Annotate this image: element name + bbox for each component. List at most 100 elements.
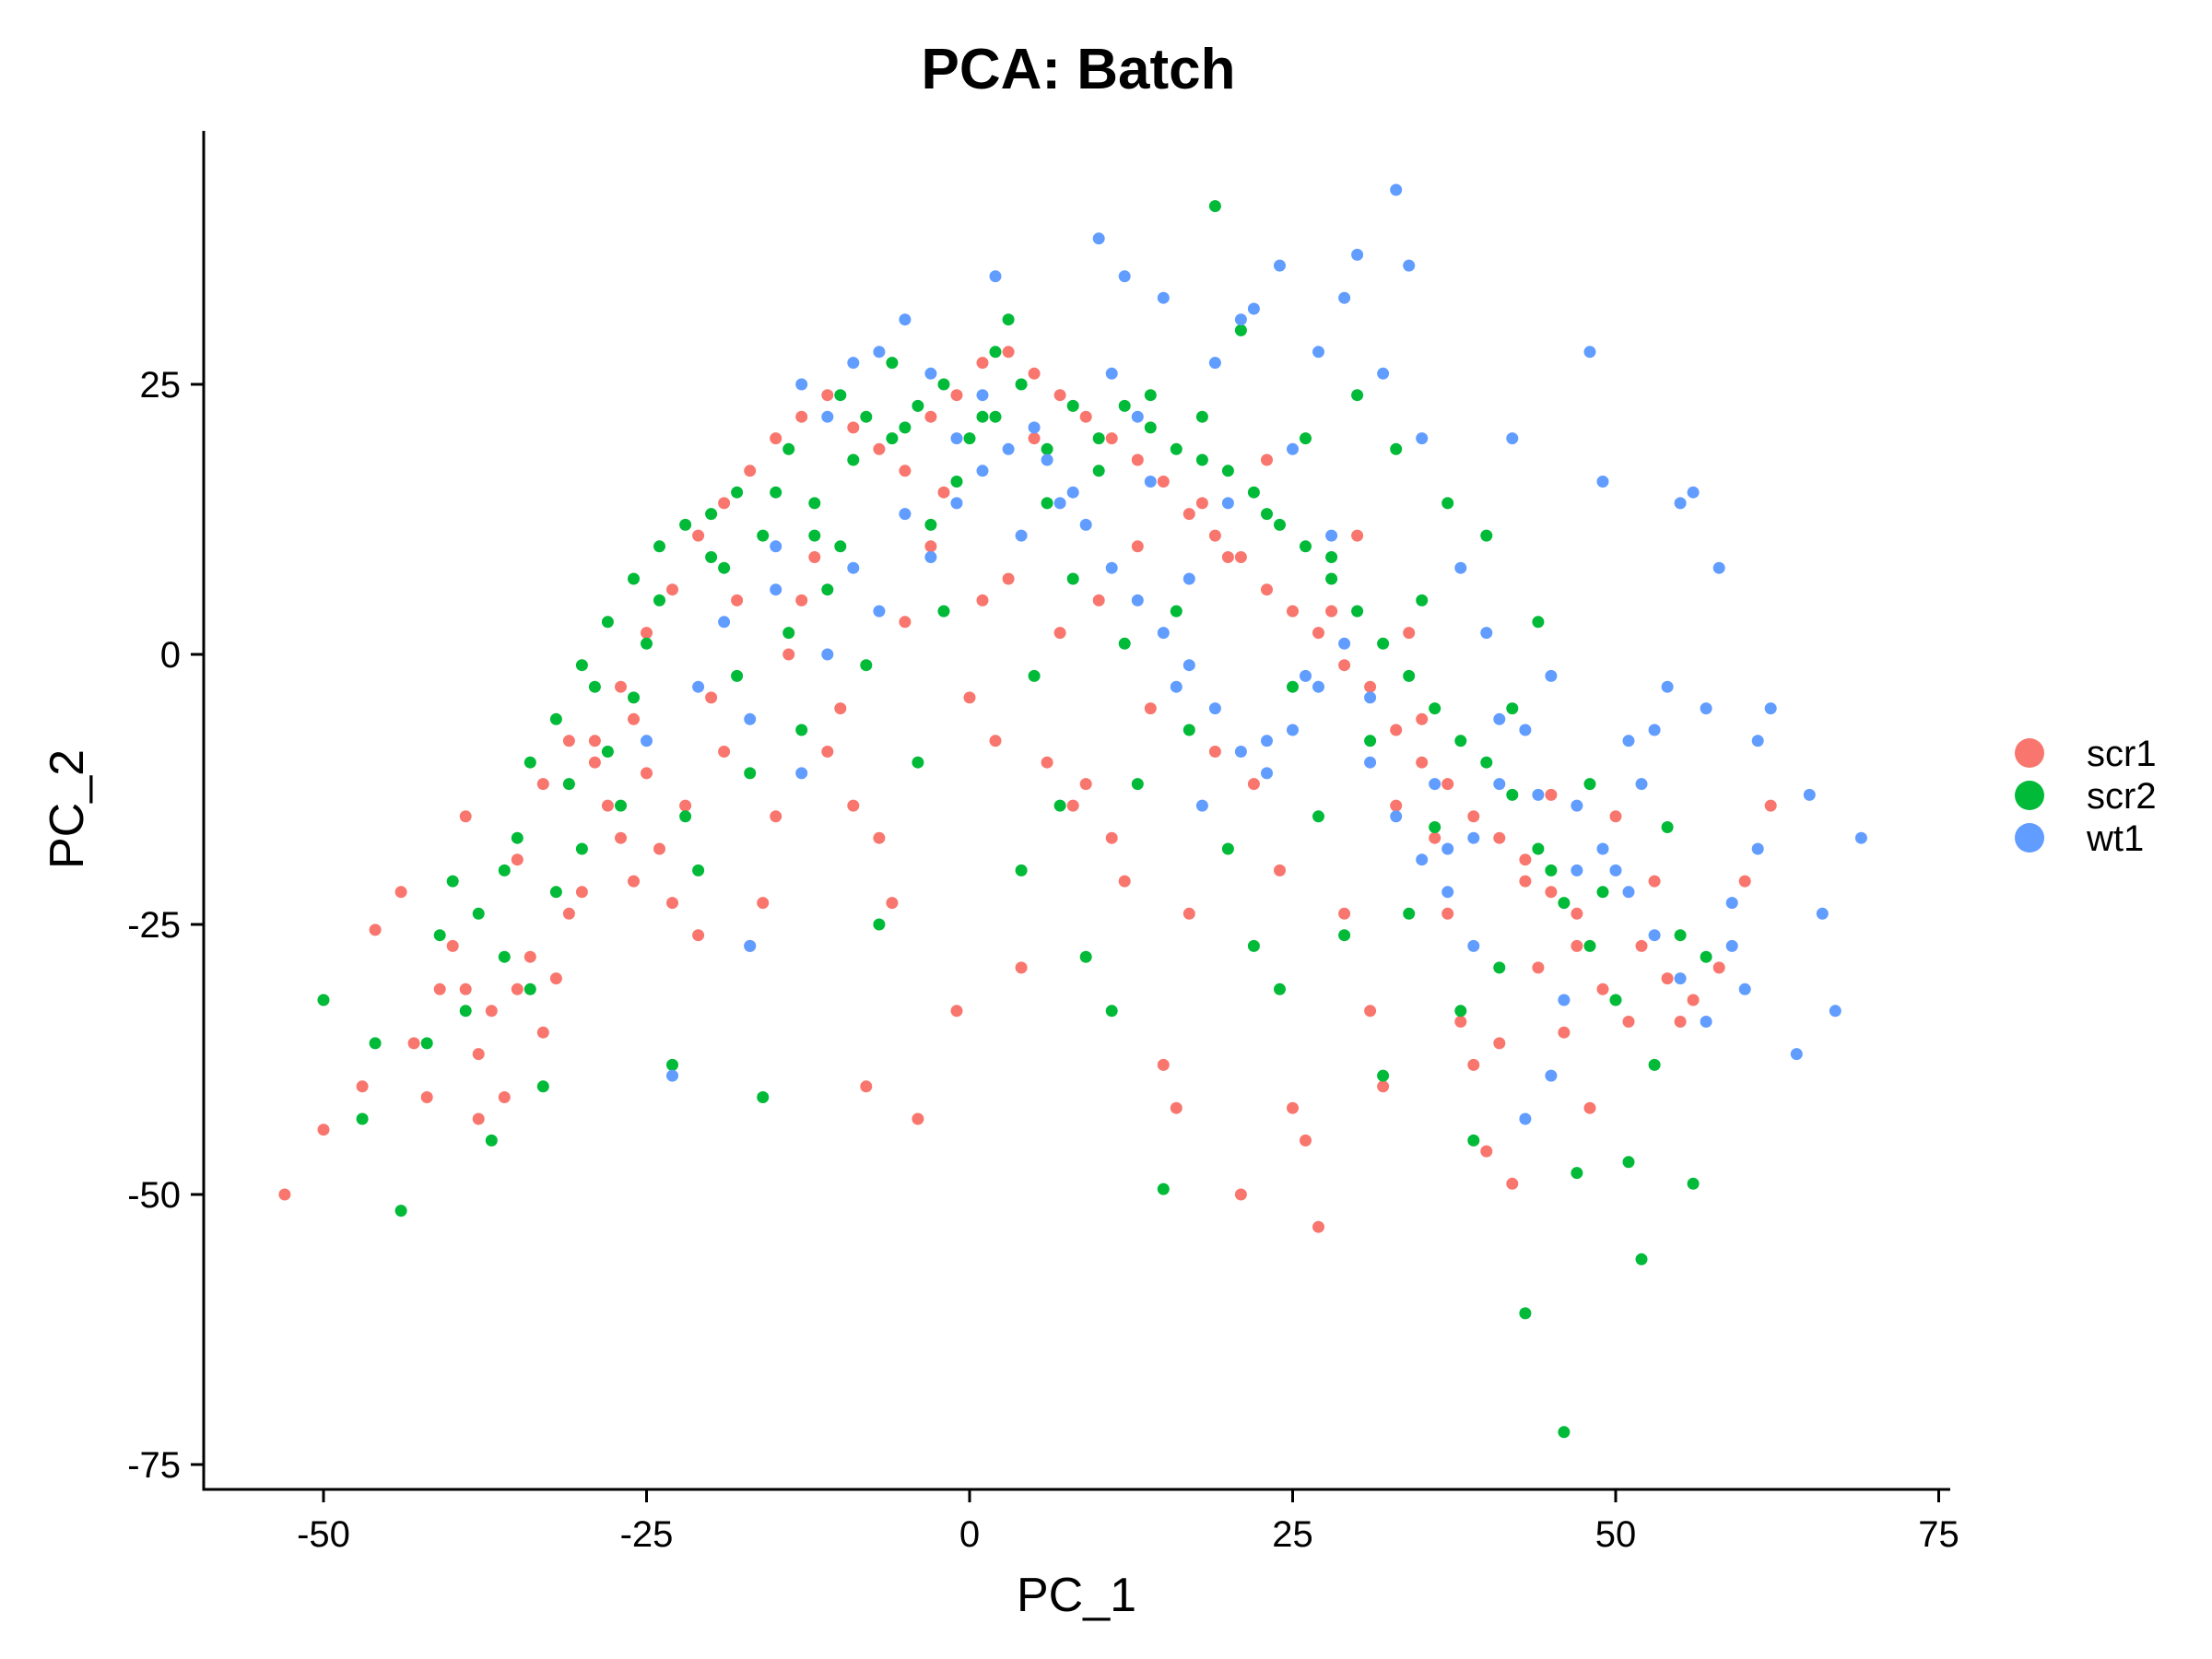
point-wt1 [1144,476,1157,488]
point-scr2 [1558,897,1571,910]
point-scr2 [433,929,446,942]
point-scr2 [1506,788,1519,801]
point-wt1 [989,270,1002,283]
point-wt1 [1648,724,1661,736]
point-scr2 [1687,1177,1700,1190]
point-scr1 [950,389,963,402]
point-scr2 [1325,551,1338,563]
point-scr2 [1377,1069,1390,1082]
point-scr2 [1066,399,1079,412]
point-scr1 [1506,1177,1519,1190]
point-wt1 [1571,799,1583,812]
point-scr1 [653,842,665,855]
point-scr2 [1480,756,1493,769]
point-wt1 [1596,476,1609,488]
point-scr2 [1312,810,1324,823]
point-scr1 [873,831,886,844]
point-scr2 [1131,778,1144,791]
point-scr1 [795,594,808,606]
point-scr1 [1118,875,1131,888]
point-scr1 [1429,831,1441,844]
point-scr2 [1532,842,1545,855]
point-scr2 [1454,735,1467,747]
point-wt1 [1609,864,1622,877]
point-wt1 [1157,627,1170,640]
point-wt1 [1751,735,1764,747]
point-scr2 [317,994,330,1006]
point-wt1 [1764,702,1777,715]
point-scr2 [511,831,524,844]
point-scr2 [937,378,950,391]
point-wt1 [950,497,963,510]
point-scr2 [653,540,665,553]
point-scr2 [1325,572,1338,585]
point-scr1 [1480,1145,1493,1158]
point-scr2 [731,486,744,499]
point-wt1 [1338,291,1351,304]
point-scr1 [924,410,937,423]
point-wt1 [1015,529,1028,542]
point-scr1 [524,950,536,963]
point-wt1 [1131,594,1144,606]
point-scr2 [1274,982,1286,995]
point-scr2 [524,982,536,995]
point-wt1 [821,410,834,423]
point-scr1 [1287,605,1299,618]
point-scr1 [562,907,575,920]
point-scr2 [1053,799,1066,812]
point-wt1 [1274,259,1286,272]
point-scr2 [1170,605,1182,618]
point-scr1 [459,982,472,995]
point-wt1 [1390,810,1403,823]
point-scr2 [963,432,976,445]
point-scr2 [1648,1058,1661,1071]
point-scr1 [666,897,678,910]
point-wt1 [1519,1112,1532,1125]
point-scr2 [860,410,873,423]
point-wt1 [1506,432,1519,445]
point-wt1 [1712,561,1725,574]
point-scr1 [692,529,705,542]
point-scr2 [1287,680,1299,693]
point-wt1 [744,712,757,725]
point-scr1 [1390,724,1403,736]
point-scr2 [782,442,795,455]
point-scr1 [1622,1016,1635,1028]
point-scr1 [1545,788,1558,801]
point-scr2 [912,399,924,412]
point-wt1 [1790,1048,1803,1061]
point-wt1 [1545,1069,1558,1082]
point-scr1 [937,486,950,499]
point-wt1 [1674,972,1687,985]
point-scr2 [744,767,757,780]
point-scr1 [472,1048,485,1061]
point-scr2 [860,659,873,672]
y-tick-label: -75 [127,1445,181,1486]
point-scr1 [588,756,601,769]
point-scr2 [912,756,924,769]
point-wt1 [770,540,782,553]
point-wt1 [1803,788,1816,801]
point-scr2 [1300,432,1312,445]
point-wt1 [1545,669,1558,682]
point-scr1 [963,691,976,704]
point-scr2 [1002,313,1015,326]
point-scr1 [1648,875,1661,888]
point-wt1 [1700,702,1712,715]
point-scr1 [459,810,472,823]
point-scr1 [1738,875,1751,888]
point-scr1 [407,1037,420,1050]
point-scr1 [472,1112,485,1125]
point-scr1 [1182,508,1195,521]
point-scr2 [498,864,511,877]
point-scr1 [873,442,886,455]
point-wt1 [1312,680,1324,693]
point-wt1 [1066,486,1079,499]
point-scr2 [1261,508,1273,521]
point-scr2 [1416,594,1429,606]
point-scr1 [679,799,692,812]
point-wt1 [1131,410,1144,423]
point-scr2 [601,746,614,758]
point-scr2 [1221,465,1234,477]
